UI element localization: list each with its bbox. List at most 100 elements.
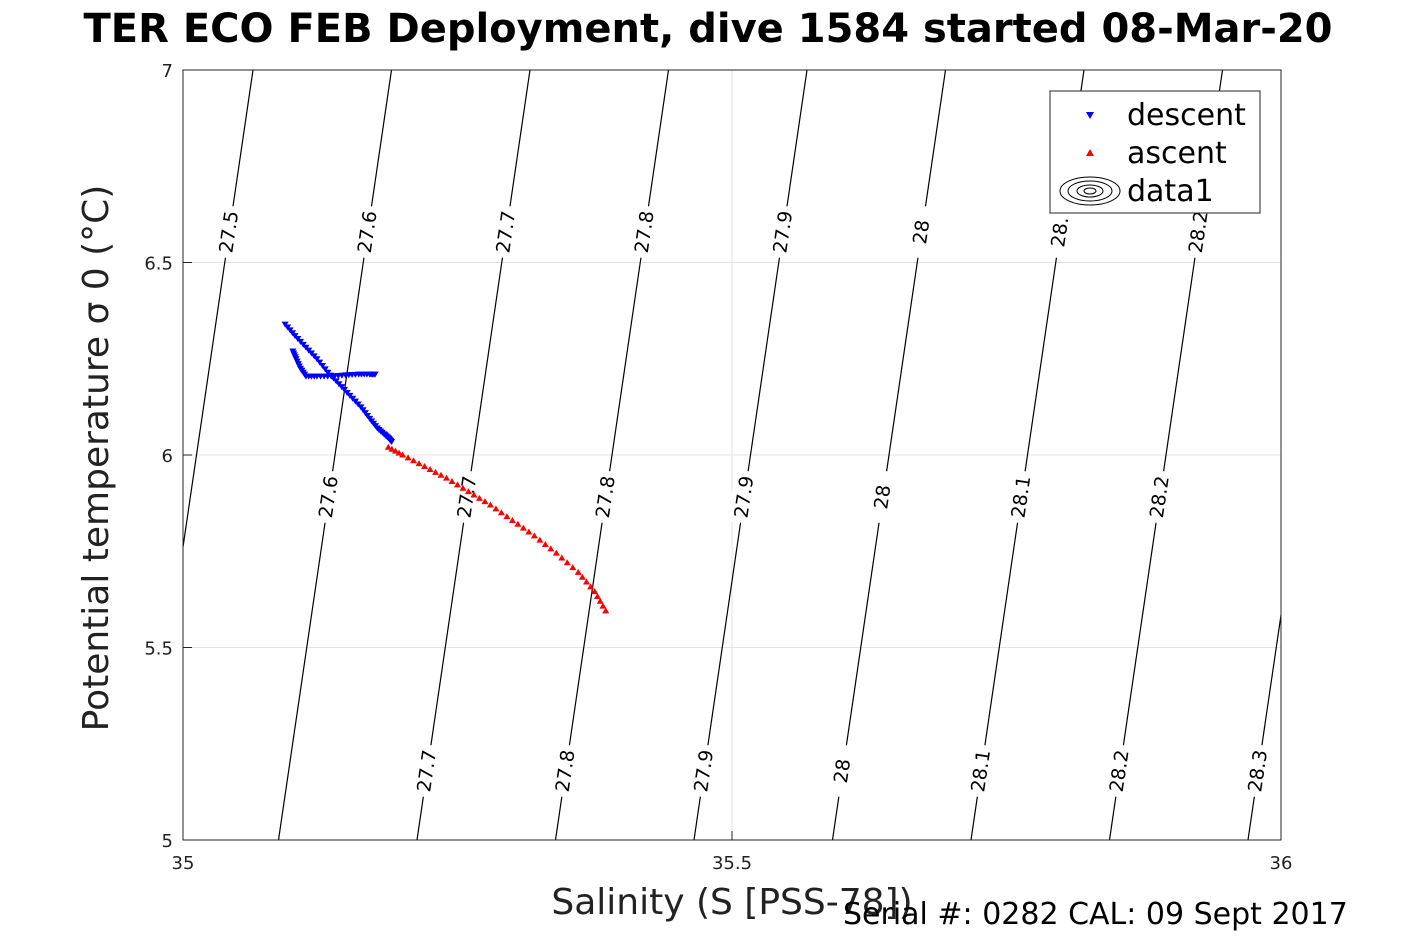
contour-label-upper: 28: [909, 218, 934, 245]
legend-entry-data1: data1: [1127, 174, 1214, 209]
contour-label-bg: [489, 204, 523, 260]
isopycnal-line: [831, 70, 947, 840]
ascent-point: [552, 549, 560, 556]
ascent-point: [426, 465, 434, 472]
ascent-point: [448, 477, 456, 484]
contour-label-bg: [312, 469, 346, 525]
isopycnal-line: [277, 70, 393, 840]
isopycnal-line: [416, 70, 531, 840]
ascent-point: [519, 524, 527, 531]
ascent-point: [443, 474, 451, 481]
descent-point: [316, 359, 324, 366]
contour-label-bg: [727, 469, 761, 525]
contour-label-bg: [212, 204, 246, 260]
y-axis-label: Potential temperature σ 0 (°C): [76, 185, 117, 732]
ascent-point: [486, 501, 494, 508]
contour-label-bg: [589, 469, 623, 525]
contour-label-bg: [548, 743, 583, 799]
chart-title: TER ECO FEB Deployment, dive 1584 starte…: [83, 6, 1333, 52]
y-tick-label: 7: [162, 61, 173, 82]
ascent-point: [569, 564, 577, 571]
ascent-point: [602, 607, 610, 614]
ascent-point: [437, 471, 445, 478]
descent-point: [313, 356, 321, 363]
contour-label-bg: [1004, 469, 1038, 525]
ascent-point: [388, 445, 396, 452]
ascent-point: [525, 528, 533, 535]
ascent-point: [454, 481, 461, 488]
contour-label-bg: [766, 204, 800, 260]
descent-point: [388, 439, 396, 446]
isopycnal-line: [183, 70, 254, 552]
isopycnal-line: [554, 70, 670, 840]
y-tick-label: 6.5: [144, 254, 173, 275]
ascent-point: [415, 460, 423, 467]
ascent-point: [432, 468, 440, 475]
contour-label-upper: 28.: [1047, 215, 1073, 248]
data-points: [281, 321, 610, 614]
legend-entry-descent: descent: [1127, 98, 1246, 133]
ascent-point: [536, 536, 544, 543]
ascent-point: [391, 447, 399, 454]
axis-ticks: 35 35.5 36 5 5.5 6 6.5 7: [144, 61, 1292, 874]
ascent-point: [574, 568, 582, 575]
ascent-point: [593, 592, 601, 599]
ascent-point: [578, 573, 586, 580]
descent-point: [321, 366, 329, 373]
x-tick-label: 35: [172, 853, 195, 874]
ascent-point: [541, 541, 549, 548]
contour-label-bg: [1143, 469, 1177, 525]
legend-entry-ascent: ascent: [1127, 136, 1227, 171]
contour-label-bg: [687, 743, 721, 799]
contour-label-bg: [1182, 204, 1216, 260]
ascent-point: [591, 588, 599, 595]
serial-calibration-note: Serial #: 0282 CAL: 09 Sept 2017: [843, 897, 1348, 932]
contour-label-bg: [1043, 204, 1077, 260]
descent-point: [318, 362, 326, 369]
ascent-point: [547, 545, 555, 552]
contour-labels: 27.5 27.6 27.7 27.8 27.9 28 28. 28.227.6 27.7 27.…: [212, 204, 1275, 799]
ascent-point: [558, 554, 566, 561]
ascent-point: [497, 509, 505, 516]
ascent-point: [596, 597, 604, 604]
ascent-point: [503, 513, 511, 520]
x-axis-label: Salinity (S [PSS-78]): [551, 882, 912, 923]
ascent-point: [384, 443, 392, 450]
ascent-point: [410, 457, 418, 464]
contour-label-bg: [351, 204, 385, 260]
ascent-point: [563, 559, 571, 566]
ascent-point: [399, 451, 407, 458]
contour-label-middle: 28: [870, 483, 895, 510]
contour-label-bg: [1241, 743, 1275, 799]
ascent-point: [583, 578, 591, 585]
contour-label-bg: [450, 469, 484, 525]
ascent-point: [404, 454, 412, 461]
ascent-point: [475, 494, 483, 501]
legend-descent-marker: [1086, 112, 1094, 119]
x-tick-label: 36: [1270, 853, 1293, 874]
descent-point: [371, 371, 379, 378]
ascent-point: [587, 583, 595, 590]
ascent-point: [514, 520, 522, 527]
contour-label-bg: [964, 743, 998, 799]
ascent-point: [481, 498, 489, 505]
ascent-point: [508, 516, 516, 523]
contour-label-lower: 28: [830, 757, 855, 784]
ascent-point: [530, 532, 538, 539]
contour-label-bg: [1102, 743, 1137, 799]
y-tick-label: 6: [162, 446, 173, 467]
contour-label-bg: [825, 743, 860, 799]
contour-label-bg: [628, 204, 662, 260]
ascent-point: [395, 449, 403, 456]
legend-contour-icon: [1059, 176, 1121, 206]
contour-label-bg: [905, 204, 939, 260]
isopycnal-line: [1387, 70, 1417, 840]
legend-ascent-marker: [1086, 149, 1094, 156]
ascent-point: [421, 463, 429, 470]
ascent-point: [599, 602, 607, 609]
x-tick-label: 35.5: [712, 853, 752, 874]
y-tick-label: 5.5: [144, 639, 173, 660]
isopycnal-line: [693, 70, 808, 840]
